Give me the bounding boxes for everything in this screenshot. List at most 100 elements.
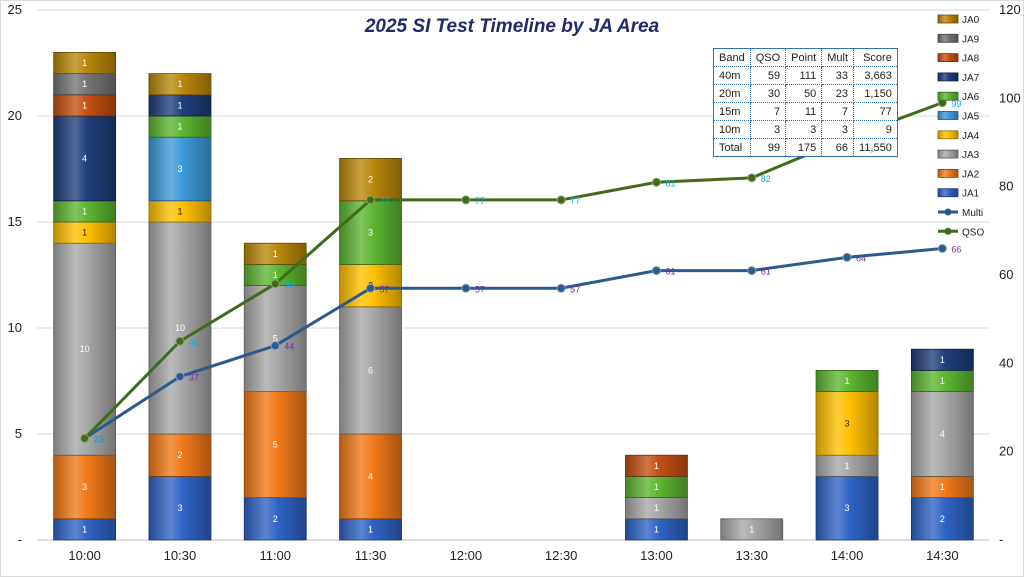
bar-segment-label: 1	[654, 503, 659, 513]
line-multi	[83, 247, 943, 440]
y-right-tick-label: 40	[999, 355, 1013, 370]
y-right-tick-label: 120	[999, 2, 1021, 17]
bar-segment-label: 3	[845, 503, 850, 513]
line-point-label: 61	[761, 267, 771, 277]
score-cell: 7	[749, 102, 787, 121]
score-cell: 15m	[713, 102, 751, 121]
score-cell: 33	[821, 66, 855, 85]
bar-segment	[815, 475, 879, 541]
bar-segment	[815, 391, 879, 456]
score-cell: 11	[785, 102, 823, 121]
line-point-label: 44	[284, 342, 294, 352]
score-cell: 40m	[713, 66, 751, 85]
legend-label: JA0	[962, 15, 980, 26]
bar-segment	[243, 391, 307, 499]
bar-segment	[243, 242, 307, 265]
score-cell: Total	[713, 138, 751, 157]
score-table-row: 15m 7 11 7 77	[713, 102, 898, 121]
legend-swatch	[937, 130, 959, 140]
bar-segment	[339, 306, 402, 435]
y-right-tick-label: 80	[999, 179, 1013, 194]
legend-label: JA3	[962, 150, 980, 161]
legend-label: JA8	[962, 54, 980, 65]
score-table-row: 10m 3 3 3 9	[713, 120, 898, 139]
legend-label: JA6	[962, 92, 980, 103]
line-point-label: 23	[94, 434, 104, 444]
bar-segment-label: 1	[654, 524, 659, 534]
bar-segment	[720, 518, 784, 541]
score-header-cell: QSO	[749, 48, 787, 67]
bar-segment	[53, 115, 117, 202]
score-cell: 59	[749, 66, 787, 85]
line-point	[366, 283, 376, 293]
legend-swatch	[937, 149, 959, 159]
line-point-label: 58	[284, 280, 294, 290]
bar-segment-label: 3	[845, 418, 850, 428]
legend-swatch	[937, 33, 959, 43]
line-point	[270, 279, 280, 289]
line-point-label: 57	[570, 284, 580, 294]
bar-segment	[148, 73, 212, 96]
line-point-label: 23	[94, 434, 104, 444]
line-point	[556, 283, 566, 293]
legend-swatch	[937, 72, 959, 82]
bar-segment-label: 1	[82, 228, 87, 238]
line-point	[651, 177, 661, 187]
line-point	[461, 283, 471, 293]
bar-segment	[243, 285, 307, 393]
legend-swatch	[937, 111, 959, 120]
bar-segment-label: 3	[177, 503, 182, 513]
score-cell: 175	[785, 138, 823, 157]
chart-title: 2025 SI Test Timeline by JA Area	[364, 16, 660, 37]
line-point	[747, 266, 757, 276]
score-cell: 50	[785, 84, 823, 103]
bar-segment	[148, 433, 212, 477]
y-left-tick-label: 15	[8, 214, 22, 229]
x-tick-label: 13:30	[735, 548, 768, 563]
legend-line-marker	[944, 208, 952, 216]
score-cell: 11,550	[853, 138, 898, 157]
score-table-header: Band QSO Point Mult Score	[713, 48, 898, 67]
score-header-cell: Band	[713, 48, 751, 67]
line-point	[270, 341, 280, 351]
y-left-tick-label: -	[18, 532, 22, 547]
y-left-tick-label: 20	[8, 108, 22, 123]
bar-segment-label: 1	[177, 122, 182, 132]
legend-swatch	[937, 188, 959, 198]
y-right-tick-label: 100	[999, 90, 1021, 105]
legend-swatch	[937, 168, 959, 178]
line-point-label: 77	[475, 196, 485, 206]
bar-segment	[53, 454, 117, 520]
score-cell: 20m	[713, 84, 751, 103]
bar-segment	[148, 136, 212, 202]
score-cell: 3,663	[853, 66, 898, 85]
y-left-tick-label: 5	[15, 426, 22, 441]
score-cell: 1,150	[853, 84, 898, 103]
line-point	[175, 336, 185, 346]
score-cell: 3	[821, 120, 855, 139]
bar-segment-label: 4	[82, 153, 87, 163]
bar-segment-label: 1	[654, 482, 659, 492]
line-point-label: 77	[380, 196, 390, 206]
bar-segment-label: 1	[654, 461, 659, 471]
bar-segment-label: 10	[175, 323, 185, 333]
bar-segment-label: 1	[749, 524, 754, 534]
line-point-label: 77	[570, 196, 580, 206]
line-point-label: 81	[665, 178, 675, 188]
legend-label: JA7	[962, 73, 980, 84]
bar-segment-label: 1	[82, 79, 87, 89]
score-table-row: Total 99 175 66 11,550	[713, 138, 898, 157]
line-point-label: 45	[189, 337, 199, 347]
bar-segment-label: 3	[368, 228, 373, 238]
bar-segment	[910, 391, 974, 477]
line-point-label: 61	[665, 267, 675, 277]
line-point-label: 99	[951, 99, 961, 109]
bar-segment-label: 1	[940, 355, 945, 365]
legend-label: JA1	[962, 189, 980, 200]
bar-segment-label: 1	[273, 270, 278, 280]
bar-segment-label: 3	[82, 482, 87, 492]
score-cell: 3	[785, 120, 823, 139]
line-qso	[83, 101, 943, 440]
bar-segment	[53, 52, 117, 75]
